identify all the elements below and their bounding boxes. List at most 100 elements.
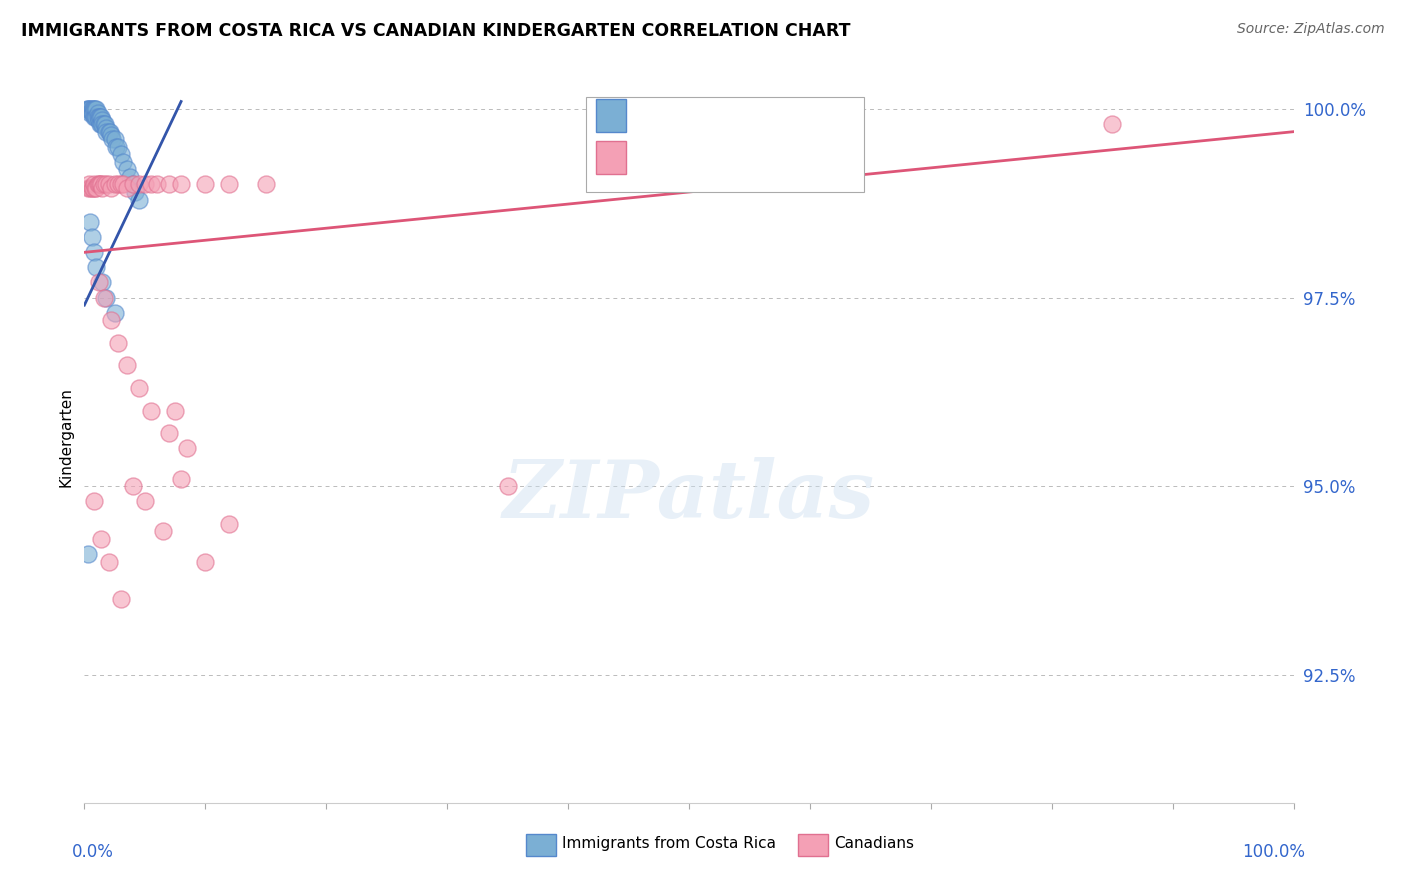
Point	[94, 125, 117, 139]
Text: Immigrants from Costa Rica: Immigrants from Costa Rica	[562, 836, 776, 851]
Point	[121, 479, 143, 493]
Point	[90, 178, 112, 192]
Point	[90, 110, 112, 124]
Point	[170, 178, 193, 192]
Point	[86, 105, 108, 120]
Point	[94, 291, 117, 305]
FancyBboxPatch shape	[586, 97, 865, 192]
Point	[86, 260, 108, 275]
Text: N = 55: N = 55	[773, 148, 841, 166]
Point	[87, 110, 110, 124]
Point	[112, 178, 135, 192]
Point	[100, 128, 122, 143]
Point	[165, 403, 187, 417]
Point	[91, 181, 114, 195]
Point	[128, 178, 150, 192]
Point	[90, 117, 112, 131]
FancyBboxPatch shape	[596, 141, 626, 174]
Point	[86, 110, 108, 124]
Point	[97, 125, 120, 139]
Point	[86, 181, 108, 195]
Point	[115, 359, 138, 373]
Point	[218, 516, 240, 531]
Point	[94, 178, 117, 192]
Point	[194, 554, 217, 568]
Point	[101, 132, 124, 146]
Point	[98, 125, 121, 139]
Point	[107, 178, 129, 192]
Point	[146, 178, 169, 192]
Point	[83, 110, 105, 124]
Point	[86, 110, 108, 124]
Point	[97, 178, 120, 192]
Text: Source: ZipAtlas.com: Source: ZipAtlas.com	[1237, 22, 1385, 37]
Point	[83, 494, 105, 508]
Text: IMMIGRANTS FROM COSTA RICA VS CANADIAN KINDERGARTEN CORRELATION CHART: IMMIGRANTS FROM COSTA RICA VS CANADIAN K…	[21, 22, 851, 40]
Text: 0.0%: 0.0%	[72, 843, 114, 861]
Point	[82, 105, 104, 120]
Point	[77, 102, 100, 116]
Point	[83, 102, 105, 116]
Point	[157, 426, 180, 441]
Point	[128, 193, 150, 207]
Point	[77, 547, 100, 561]
Point	[83, 178, 105, 192]
Point	[121, 178, 143, 192]
Text: R = 0.335: R = 0.335	[641, 148, 738, 166]
Point	[79, 105, 101, 120]
Point	[100, 313, 122, 327]
Point	[89, 178, 111, 192]
Point	[110, 147, 132, 161]
Point	[77, 178, 100, 192]
Point	[91, 113, 114, 128]
Y-axis label: Kindergarten: Kindergarten	[58, 387, 73, 487]
FancyBboxPatch shape	[526, 834, 555, 856]
Point	[79, 215, 101, 229]
Point	[128, 381, 150, 395]
Point	[77, 102, 100, 116]
Point	[89, 110, 111, 124]
Point	[104, 178, 127, 192]
Point	[94, 117, 117, 131]
Point	[134, 178, 156, 192]
Point	[176, 442, 198, 456]
Point	[87, 276, 110, 290]
Point	[1101, 117, 1123, 131]
Point	[90, 532, 112, 546]
Point	[91, 276, 114, 290]
Point	[79, 181, 101, 195]
Point	[170, 471, 193, 485]
Point	[134, 494, 156, 508]
Point	[107, 140, 129, 154]
Point	[77, 181, 100, 195]
Point	[80, 102, 103, 116]
Text: 100.0%: 100.0%	[1243, 843, 1306, 861]
Point	[254, 178, 277, 192]
Point	[93, 178, 115, 192]
Point	[84, 181, 107, 195]
Point	[100, 181, 122, 195]
FancyBboxPatch shape	[596, 99, 626, 132]
Point	[97, 554, 120, 568]
Point	[94, 120, 117, 135]
Point	[107, 335, 129, 350]
Point	[112, 154, 135, 169]
Point	[104, 132, 127, 146]
Point	[86, 102, 108, 116]
Point	[104, 306, 127, 320]
Point	[104, 140, 127, 154]
Point	[152, 524, 174, 539]
Point	[738, 117, 761, 131]
Point	[110, 592, 132, 607]
Point	[496, 479, 519, 493]
Point	[218, 178, 240, 192]
Point	[91, 117, 114, 131]
Point	[82, 181, 104, 195]
Point	[115, 181, 138, 195]
Point	[115, 162, 138, 177]
Point	[124, 185, 146, 199]
Point	[93, 117, 115, 131]
Point	[87, 113, 110, 128]
Text: N = 51: N = 51	[773, 107, 841, 125]
Point	[84, 110, 107, 124]
